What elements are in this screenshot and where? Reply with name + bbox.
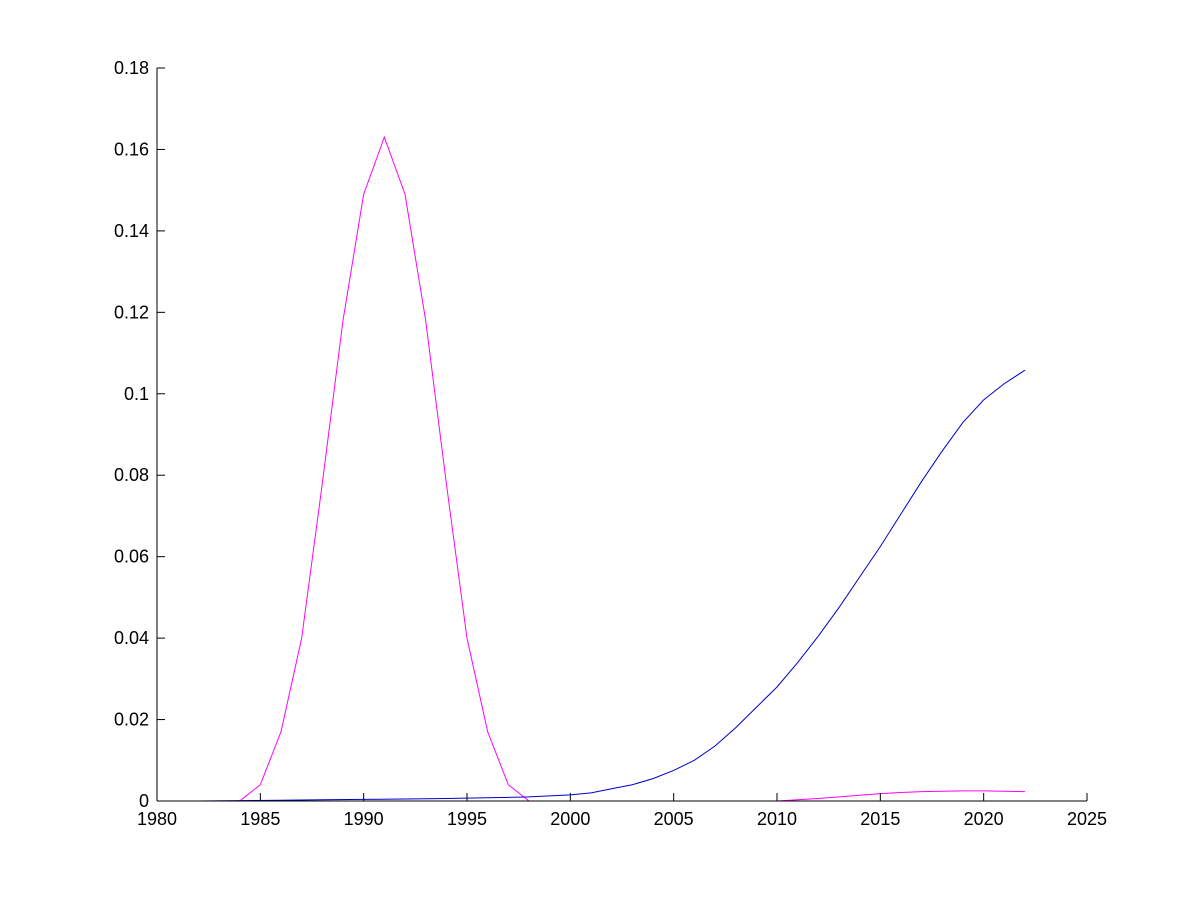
x-tick-label: 1980 — [137, 809, 177, 829]
x-tick-label: 1995 — [447, 809, 487, 829]
y-tick-label: 0.14 — [114, 221, 149, 241]
series-layer — [157, 135, 1026, 802]
y-tick-label: 0.04 — [114, 628, 149, 648]
x-tick-label: 2025 — [1067, 809, 1107, 829]
axes-layer — [156, 68, 1087, 802]
x-tick-label: 2005 — [654, 809, 694, 829]
x-tick-label: 2020 — [964, 809, 1004, 829]
y-tick-label: 0.06 — [114, 547, 149, 567]
series-line-1 — [157, 135, 1026, 802]
x-tick-label: 2015 — [860, 809, 900, 829]
y-tick-label: 0.1 — [124, 384, 149, 404]
x-tick-label: 2010 — [757, 809, 797, 829]
x-tick-label: 1990 — [344, 809, 384, 829]
series-line-2 — [157, 369, 1026, 802]
y-tick-label: 0.02 — [114, 710, 149, 730]
y-tick-label: 0 — [139, 791, 149, 811]
y-tick-label: 0.12 — [114, 302, 149, 322]
y-tick-label: 0.16 — [114, 139, 149, 159]
y-tick-label: 0.18 — [114, 58, 149, 78]
y-tick-label: 0.08 — [114, 465, 149, 485]
ticks-layer: 1980 1985 1990 1995 2000 2005 2010 2015 2020 2025… — [114, 58, 1107, 829]
x-tick-label: 1985 — [240, 809, 280, 829]
x-tick-label: 2000 — [550, 809, 590, 829]
